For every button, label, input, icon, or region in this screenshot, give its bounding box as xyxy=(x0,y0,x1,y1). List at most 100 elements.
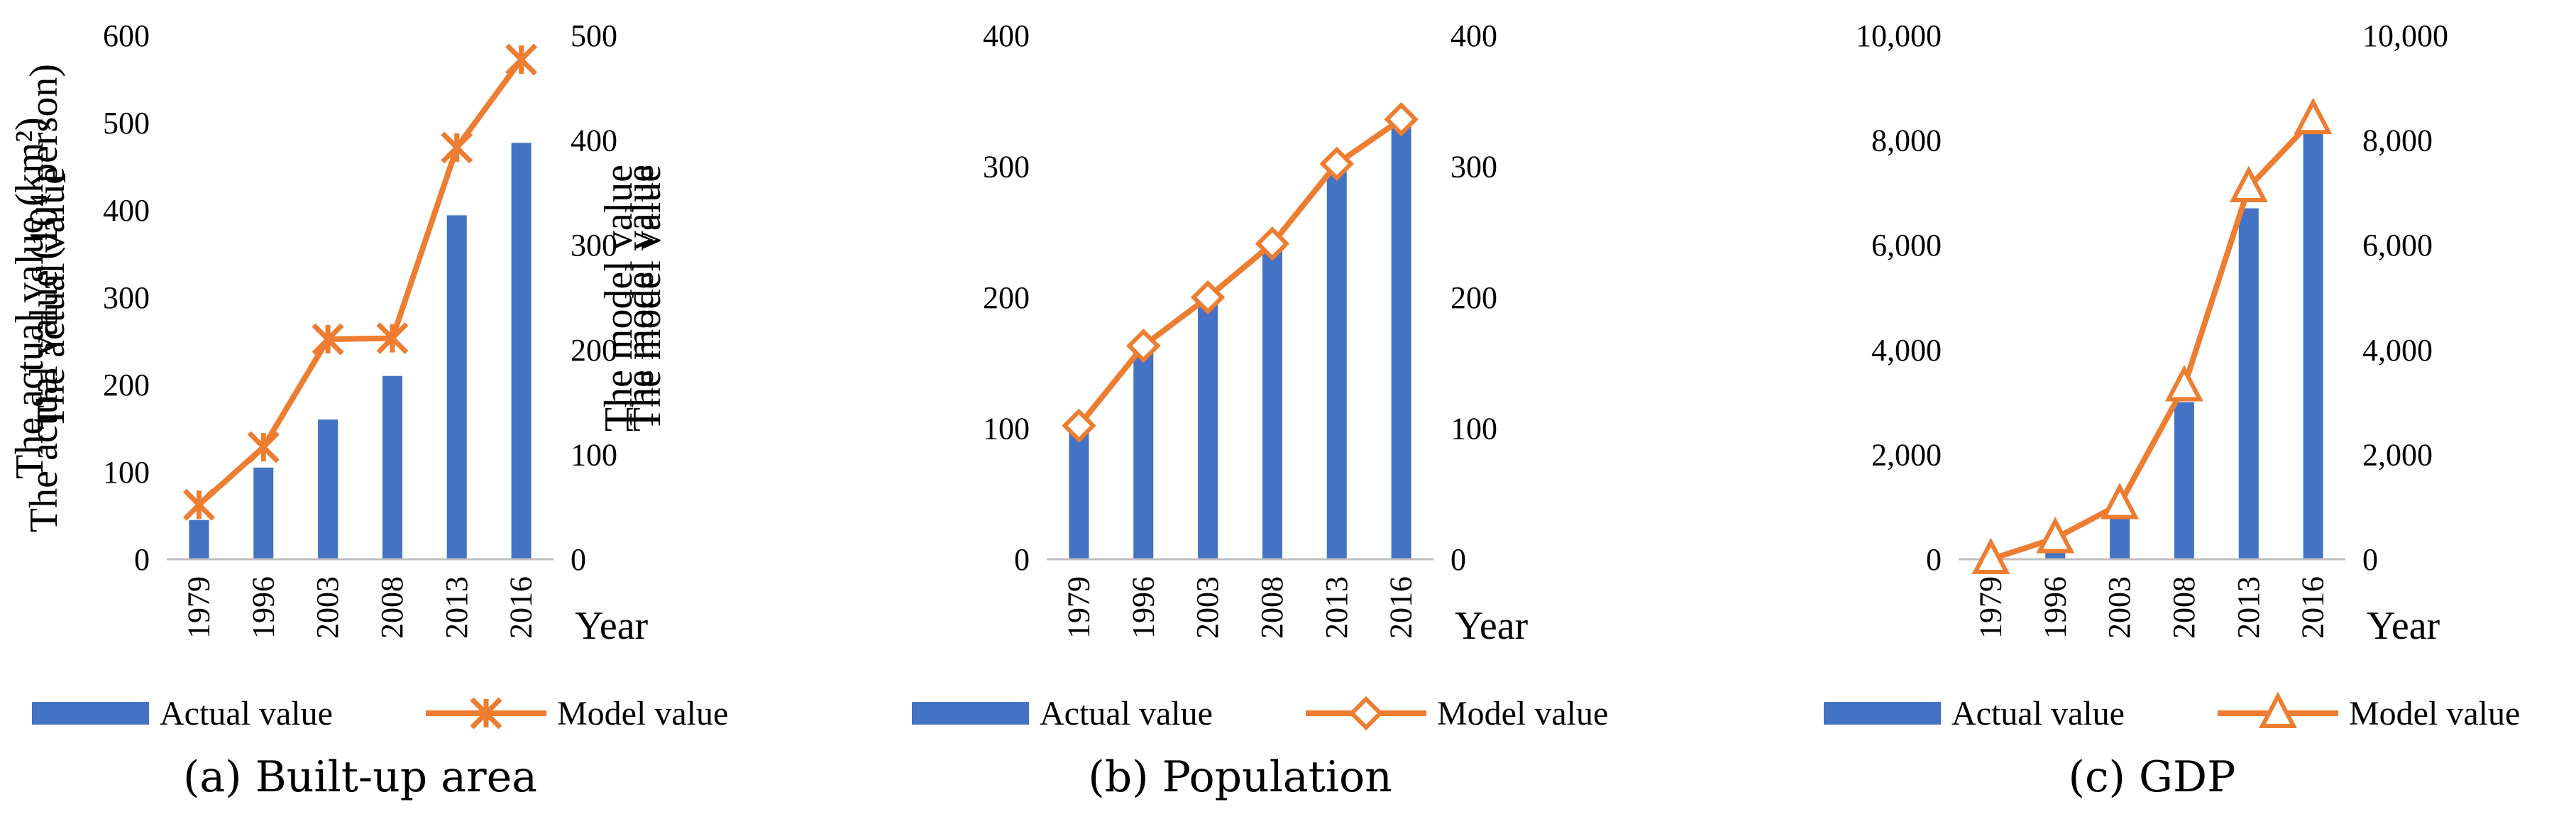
y-left-axis-title: The actual value (km²) xyxy=(8,117,52,479)
chart-caption: (b) Population xyxy=(1088,752,1392,802)
marker-model-1996 xyxy=(1126,329,1161,363)
y-left-tick-label: 0 xyxy=(134,542,150,577)
y-right-tick-label: 2,000 xyxy=(2362,437,2433,472)
y-right-tick-label: 100 xyxy=(1451,412,1497,446)
y-right-tick-label: 8,000 xyxy=(2362,123,2433,158)
y-right-tick-label: 10,000 xyxy=(2362,18,2448,53)
legend-model-label: Model value xyxy=(557,695,728,732)
y-right-tick-label: 0 xyxy=(1451,542,1466,577)
legend-actual-label: Actual value xyxy=(1040,695,1213,732)
y-left-axis-title: The actual value (10⁴ person) xyxy=(22,64,66,532)
legend-model-label: Model value xyxy=(1437,695,1608,732)
y-left-tick-label: 300 xyxy=(103,280,150,315)
bar-actual-1996 xyxy=(1133,352,1154,559)
y-left-tick-label: 0 xyxy=(1014,542,1030,577)
y-right-tick-label: 0 xyxy=(2362,542,2378,577)
legend-model-label: Model value xyxy=(2349,695,2520,732)
marker-model-1996 xyxy=(247,431,280,463)
marker-model-2008 xyxy=(1255,226,1290,261)
marker-model-1996 xyxy=(2036,517,2075,554)
chart-panel-1: 0 100 200 300 400 500 600 0 100 200 300 400 500 1979 1… xyxy=(8,18,728,802)
y-right-tick-label: 200 xyxy=(1451,280,1497,315)
bar-actual-2003 xyxy=(318,419,338,559)
x-axis-title: Year xyxy=(575,604,649,648)
marker-model-1979 xyxy=(1062,408,1096,444)
x-tick-label: 2016 xyxy=(2296,576,2330,639)
y-right-tick-label: 100 xyxy=(571,437,617,472)
legend-actual-swatch xyxy=(32,702,149,725)
model-value-line xyxy=(1077,116,1403,428)
chart-panel-3: 0 2,000 4,000 6,000 8,000 10,000 0 2,000 4,000 6,… xyxy=(29,18,2520,802)
legend-actual-label: Actual value xyxy=(1952,695,2125,732)
y-right-tick-label: 300 xyxy=(571,228,617,263)
x-tick-label: 1996 xyxy=(246,576,280,639)
y-left-tick-label: 6,000 xyxy=(1871,228,1942,263)
y-left-tick-label: 100 xyxy=(103,455,150,490)
y-left-tick-label: 400 xyxy=(983,18,1030,53)
y-left-tick-label: 200 xyxy=(103,368,150,402)
legend-model-marker xyxy=(2259,691,2297,728)
x-tick-label: 2013 xyxy=(439,576,474,639)
marker-model-2003 xyxy=(2101,483,2140,520)
y-left-tick-label: 0 xyxy=(1926,542,1942,577)
y-right-tick-label: 400 xyxy=(571,123,617,158)
bar-actual-2016 xyxy=(511,143,532,560)
marker-model-2008 xyxy=(376,322,409,355)
legend-actual-swatch xyxy=(912,702,1029,725)
y-left-tick-label: 200 xyxy=(983,280,1030,315)
chart-caption: (a) Built-up area xyxy=(183,752,537,802)
marker-model-2008 xyxy=(2164,364,2203,402)
x-tick-label: 2016 xyxy=(1384,576,1419,639)
y-left-tick-label: 300 xyxy=(983,150,1030,185)
x-tick-label: 2008 xyxy=(2167,576,2201,639)
x-tick-label: 2003 xyxy=(310,576,345,639)
legend-model-marker xyxy=(1348,696,1384,731)
x-tick-label: 2008 xyxy=(1255,576,1289,639)
y-right-tick-label: 0 xyxy=(571,542,586,577)
x-tick-label: 2016 xyxy=(504,576,539,639)
y-right-tick-label: 400 xyxy=(1451,18,1497,53)
model-value-line xyxy=(197,57,524,507)
marker-model-2013 xyxy=(2229,165,2268,203)
marker-model-1979 xyxy=(1971,537,2010,574)
marker-model-2016 xyxy=(505,43,538,76)
bar-actual-2016 xyxy=(2303,129,2323,560)
x-axis-title: Year xyxy=(1455,604,1529,648)
marker-model-2016 xyxy=(1384,101,1419,137)
y-left-tick-label: 500 xyxy=(103,106,150,141)
x-tick-label: 1979 xyxy=(181,576,216,639)
x-tick-label: 2013 xyxy=(2231,576,2266,639)
bar-actual-2003 xyxy=(1198,302,1218,559)
legend-actual-label: Actual value xyxy=(160,695,333,732)
bar-actual-2013 xyxy=(446,215,467,559)
marker-model-2013 xyxy=(441,131,473,164)
y-left-tick-label: 10,000 xyxy=(1856,18,1942,53)
y-left-tick-label: 100 xyxy=(983,412,1030,446)
bar-actual-2016 xyxy=(1391,124,1411,559)
x-tick-label: 2013 xyxy=(1319,576,1354,639)
marker-model-2003 xyxy=(312,323,344,356)
legend-actual-swatch xyxy=(1824,702,1941,725)
y-left-tick-label: 4,000 xyxy=(1871,333,1942,368)
marker-model-2003 xyxy=(1190,280,1226,315)
model-value-line xyxy=(1990,117,2316,562)
y-right-axis-title: The model value xyxy=(618,165,662,432)
y-right-tick-label: 500 xyxy=(571,18,617,53)
chart-caption: (c) GDP xyxy=(2069,752,2236,802)
y-left-axis-title: The actual value xyxy=(29,167,73,429)
bar-actual-2008 xyxy=(1262,247,1282,559)
y-right-tick-label: 6,000 xyxy=(2362,228,2433,263)
bar-actual-2008 xyxy=(2174,402,2194,559)
legend-model-marker xyxy=(470,697,502,730)
x-tick-label: 2008 xyxy=(375,576,409,639)
marker-model-2016 xyxy=(2294,97,2333,135)
x-tick-label: 2003 xyxy=(1190,576,1225,639)
y-right-tick-label: 200 xyxy=(571,333,617,368)
y-right-axis-title: The model value xyxy=(597,165,641,432)
y-right-tick-label: 300 xyxy=(1451,150,1497,185)
x-tick-label: 2003 xyxy=(2102,576,2137,639)
x-axis-title: Year xyxy=(2367,604,2440,648)
y-right-tick-label: 4,000 xyxy=(2362,333,2433,368)
